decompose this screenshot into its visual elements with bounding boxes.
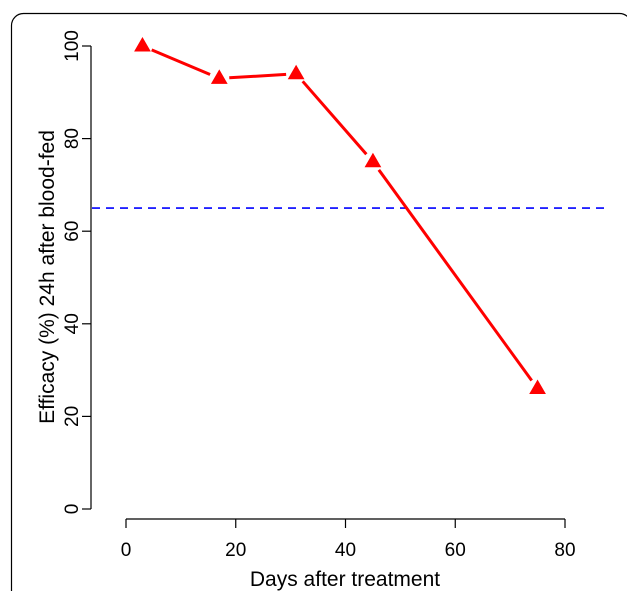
x-tick-label: 20 [225,540,246,561]
series-lines [151,48,533,382]
data-point-triangle [134,36,151,52]
y-tick-label: 100 [62,30,83,62]
data-point-triangle [364,152,382,168]
y-tick-label: 40 [62,313,83,334]
y-axis: 0 20 40 60 80 100 [62,30,92,515]
x-tick-label: 0 [121,540,132,561]
x-tick-label: 80 [554,540,575,561]
series-points [134,36,546,395]
series-line-segment [229,72,287,80]
series-line-segment [301,80,368,156]
data-point-triangle [210,69,228,84]
data-point-triangle [529,379,546,395]
x-tick-label: 60 [445,540,466,561]
series-line-segment [377,168,533,382]
y-tick-label: 80 [62,128,83,149]
y-axis-title: Efficacy (%) 24h after blood-fed [36,130,59,424]
x-axis-title: Days after treatment [250,568,440,591]
series-line-segment [151,48,211,76]
y-tick-label: 60 [62,221,83,242]
chart-frame [10,12,627,591]
x-axis: 0 20 40 60 80 [121,518,576,561]
y-tick-label: 20 [62,406,83,427]
data-point-triangle [287,64,305,80]
x-tick-label: 40 [335,540,356,561]
y-tick-label: 0 [62,504,83,515]
